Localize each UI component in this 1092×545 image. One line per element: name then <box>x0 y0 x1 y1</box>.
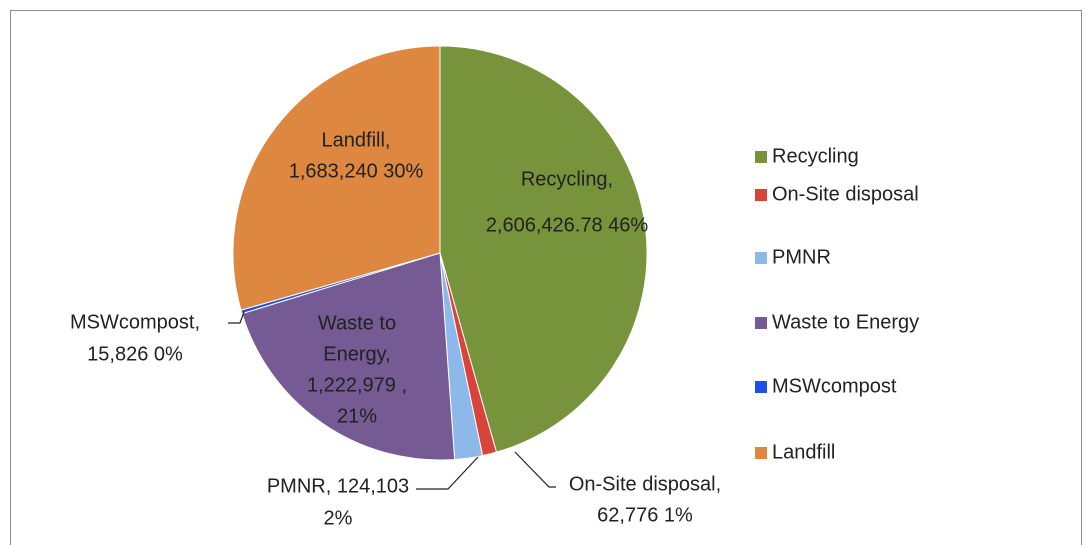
data-label: 62,776 1% <box>597 504 693 526</box>
leader-line <box>514 451 556 488</box>
data-label: 1,683,240 30% <box>289 160 424 182</box>
data-label: Recycling, <box>521 168 613 190</box>
legend-swatch <box>755 151 767 163</box>
pie-slice <box>241 252 456 461</box>
data-label: 1,222,979 , <box>307 374 407 396</box>
legend-swatch <box>755 381 767 393</box>
data-label: Landfill, <box>322 129 391 151</box>
leader-line <box>228 311 245 324</box>
data-label: Energy, <box>323 343 390 365</box>
legend-label: Landfill <box>772 441 835 463</box>
legend-label: On-Site disposal <box>772 183 919 205</box>
data-label: MSWcompost, <box>70 311 200 333</box>
legend-label: PMNR <box>772 246 831 268</box>
data-label: 2% <box>324 507 353 529</box>
legend-label: MSWcompost <box>772 375 897 397</box>
data-label: 21% <box>337 405 377 427</box>
legend-swatch <box>755 189 767 201</box>
pie-slice <box>439 45 648 453</box>
data-label: On-Site disposal, <box>569 473 721 495</box>
data-label: 15,826 0% <box>87 343 183 365</box>
data-label: PMNR, 124,103 <box>267 475 409 497</box>
legend-swatch <box>755 317 767 329</box>
legend-label: Waste to Energy <box>772 311 919 333</box>
legend-swatch <box>755 447 767 459</box>
legend-label: Recycling <box>772 145 859 167</box>
data-label: 2,606,426.78 46% <box>486 214 649 236</box>
data-label: Waste to <box>318 312 396 334</box>
pie-slice <box>232 45 441 311</box>
leader-line <box>416 456 479 490</box>
legend-swatch <box>755 252 767 264</box>
